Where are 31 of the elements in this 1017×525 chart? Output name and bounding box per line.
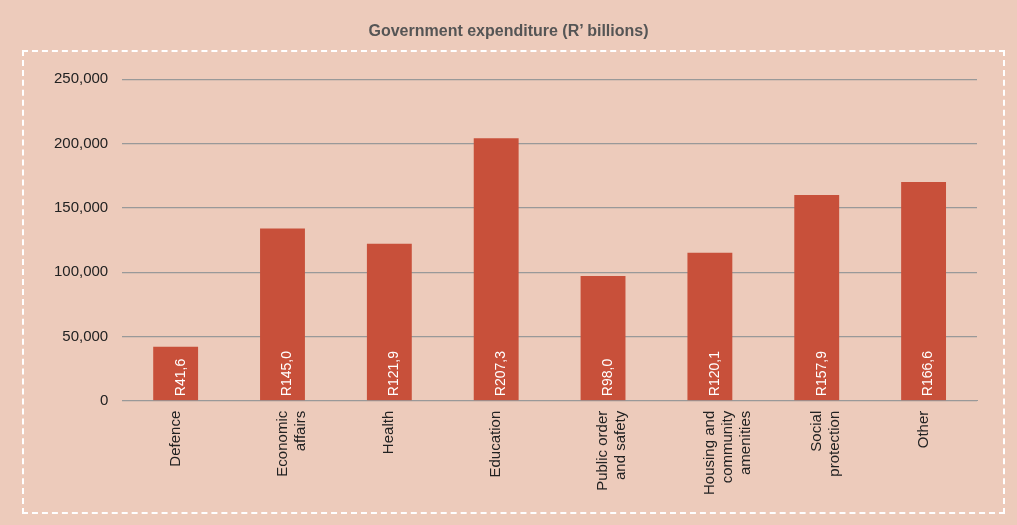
bar bbox=[687, 252, 733, 401]
bar bbox=[366, 243, 412, 401]
x-tick-label: Education bbox=[486, 410, 504, 478]
y-tick-label: 250,000 bbox=[53, 69, 109, 87]
x-tick-label: Economic affairs bbox=[272, 410, 308, 477]
data-label: R145,0 bbox=[278, 350, 295, 397]
bar bbox=[901, 182, 947, 401]
bar bbox=[794, 194, 840, 401]
data-label: R207,3 bbox=[492, 350, 509, 397]
data-label: R41,6 bbox=[171, 358, 188, 397]
x-tick-label: Health bbox=[379, 410, 397, 455]
y-tick-label: 50,000 bbox=[62, 326, 109, 344]
data-label: R121,9 bbox=[385, 350, 402, 397]
y-tick-label: 200,000 bbox=[53, 133, 109, 151]
bar bbox=[580, 276, 626, 401]
data-label: R120,1 bbox=[705, 350, 722, 397]
x-tick-label: Other bbox=[913, 410, 931, 449]
x-tick-label: Public order and safety bbox=[593, 410, 629, 491]
chart-title: Government expenditure (R’ billions) bbox=[368, 22, 649, 40]
bar bbox=[153, 346, 199, 401]
y-tick-label: 100,000 bbox=[53, 262, 109, 280]
y-tick-label: 150,000 bbox=[53, 197, 109, 215]
x-tick-label: Defence bbox=[165, 410, 183, 467]
x-tick-label: Housing and community amenities bbox=[700, 410, 754, 496]
bar bbox=[473, 138, 519, 401]
data-label: R166,6 bbox=[919, 350, 936, 397]
y-tick-label: 0 bbox=[99, 390, 109, 408]
data-label: R98,0 bbox=[598, 358, 615, 397]
x-tick-label: Social protection bbox=[806, 410, 842, 477]
bar bbox=[260, 228, 305, 401]
data-label: R157,9 bbox=[812, 350, 829, 397]
